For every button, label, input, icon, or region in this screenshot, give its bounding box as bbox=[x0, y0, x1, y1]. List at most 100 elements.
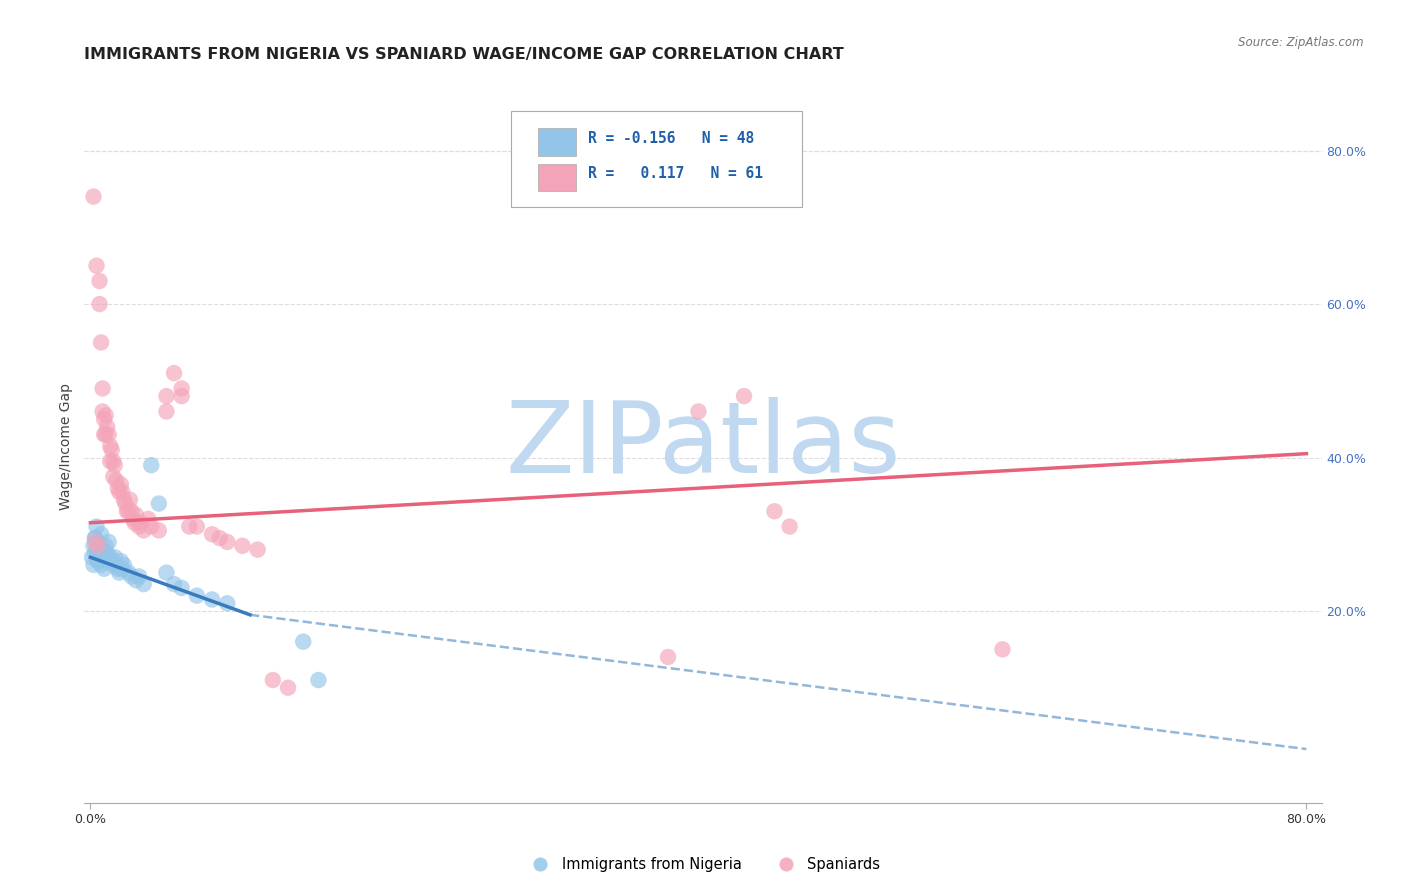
Point bbox=[80, 550, 103, 565]
Point bbox=[91, 542, 114, 557]
Point bbox=[90, 527, 112, 541]
Point bbox=[114, 497, 136, 511]
Point bbox=[155, 566, 177, 580]
Point bbox=[292, 634, 315, 648]
Point bbox=[96, 546, 118, 560]
Point bbox=[110, 477, 132, 491]
Point bbox=[84, 546, 107, 560]
Point bbox=[94, 550, 117, 565]
Point bbox=[105, 474, 128, 488]
Point bbox=[110, 554, 132, 568]
Point bbox=[93, 412, 115, 426]
Point bbox=[108, 485, 131, 500]
Text: R =   0.117   N = 61: R = 0.117 N = 61 bbox=[588, 167, 763, 181]
Point bbox=[87, 535, 110, 549]
Point bbox=[90, 335, 112, 350]
Point bbox=[170, 381, 193, 395]
Point bbox=[115, 504, 138, 518]
Point bbox=[100, 554, 122, 568]
Text: ZIPatlas: ZIPatlas bbox=[505, 398, 901, 494]
Point bbox=[163, 366, 186, 380]
Point bbox=[98, 550, 121, 565]
Point bbox=[117, 504, 139, 518]
Point bbox=[89, 297, 111, 311]
Point bbox=[97, 535, 120, 549]
Point bbox=[128, 519, 150, 533]
Point bbox=[124, 516, 146, 530]
Point bbox=[170, 389, 193, 403]
Point bbox=[86, 542, 108, 557]
Point bbox=[103, 558, 125, 572]
Point bbox=[148, 497, 170, 511]
Point bbox=[87, 554, 110, 568]
Point bbox=[82, 558, 104, 572]
Point bbox=[87, 539, 110, 553]
Point bbox=[91, 554, 114, 568]
Point bbox=[132, 577, 155, 591]
Point bbox=[111, 562, 134, 576]
Point bbox=[82, 189, 104, 203]
Point bbox=[277, 681, 299, 695]
Point bbox=[89, 550, 111, 565]
Bar bbox=[538, 128, 575, 155]
Point bbox=[84, 531, 107, 545]
Point bbox=[122, 512, 145, 526]
Point bbox=[87, 554, 110, 568]
FancyBboxPatch shape bbox=[512, 111, 801, 207]
Point bbox=[100, 442, 122, 457]
Legend: Immigrants from Nigeria, Spaniards: Immigrants from Nigeria, Spaniards bbox=[520, 851, 886, 878]
Point bbox=[93, 546, 115, 560]
Point bbox=[208, 531, 231, 545]
Point bbox=[217, 596, 239, 610]
Point bbox=[98, 439, 121, 453]
Point bbox=[246, 542, 269, 557]
Point bbox=[201, 527, 224, 541]
Point bbox=[93, 427, 115, 442]
Point bbox=[179, 519, 201, 533]
Point bbox=[94, 409, 117, 423]
Point bbox=[104, 550, 127, 565]
Point bbox=[132, 524, 155, 538]
Point bbox=[84, 531, 107, 545]
Point bbox=[117, 566, 139, 580]
Point bbox=[84, 535, 107, 549]
Point bbox=[93, 562, 115, 576]
Point bbox=[111, 485, 134, 500]
Point bbox=[136, 512, 159, 526]
Point bbox=[89, 539, 111, 553]
Point bbox=[231, 539, 253, 553]
Point bbox=[201, 592, 224, 607]
Point bbox=[118, 492, 141, 507]
Point bbox=[107, 481, 129, 495]
Point bbox=[733, 389, 755, 403]
Y-axis label: Wage/Income Gap: Wage/Income Gap bbox=[59, 383, 73, 509]
Point bbox=[307, 673, 329, 687]
Point bbox=[82, 539, 104, 553]
Point bbox=[141, 519, 163, 533]
Point bbox=[86, 259, 108, 273]
Point bbox=[112, 492, 135, 507]
Text: Source: ZipAtlas.com: Source: ZipAtlas.com bbox=[1239, 36, 1364, 49]
Point bbox=[779, 519, 801, 533]
Point bbox=[688, 404, 710, 418]
Point bbox=[148, 524, 170, 538]
Point bbox=[94, 427, 117, 442]
Point bbox=[98, 454, 121, 468]
Point bbox=[104, 458, 127, 473]
Point bbox=[86, 519, 108, 533]
Point bbox=[108, 566, 131, 580]
Point bbox=[96, 419, 118, 434]
Point bbox=[105, 558, 128, 572]
Point bbox=[128, 569, 150, 583]
Point bbox=[103, 454, 125, 468]
Bar bbox=[538, 164, 575, 191]
Point bbox=[155, 389, 177, 403]
Point bbox=[163, 577, 186, 591]
Point bbox=[89, 274, 111, 288]
Point bbox=[186, 589, 208, 603]
Point bbox=[121, 569, 143, 583]
Point bbox=[112, 558, 135, 572]
Point bbox=[125, 574, 148, 588]
Point bbox=[107, 562, 129, 576]
Point bbox=[103, 469, 125, 483]
